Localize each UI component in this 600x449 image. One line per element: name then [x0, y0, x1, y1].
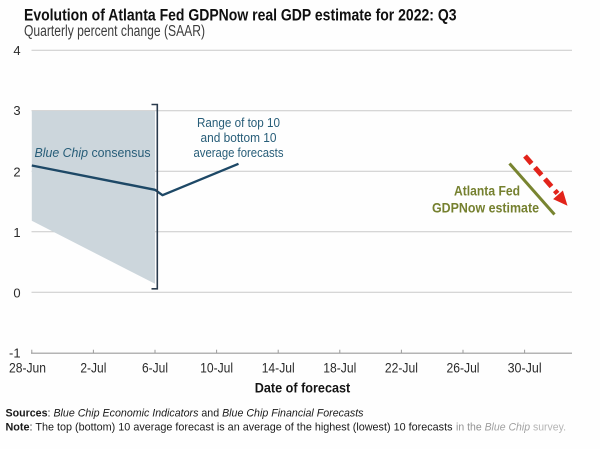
- svg-text:10-Jul: 10-Jul: [200, 360, 233, 376]
- svg-text:3: 3: [13, 103, 20, 118]
- svg-text:GDPNow estimate: GDPNow estimate: [432, 201, 539, 216]
- svg-text:Evolution of Atlanta Fed GDPNo: Evolution of Atlanta Fed GDPNow real GDP…: [24, 6, 457, 25]
- svg-text:in the Blue Chip survey.: in the Blue Chip survey.: [456, 422, 566, 434]
- svg-text:2: 2: [13, 165, 20, 180]
- svg-text:Sources: Blue Chip Economic In: Sources: Blue Chip Economic Indicators a…: [6, 408, 364, 420]
- svg-text:Atlanta Fed: Atlanta Fed: [454, 184, 520, 199]
- svg-text:Note: The top (bottom) 10 aver: Note: The top (bottom) 10 average foreca…: [6, 422, 453, 434]
- svg-text:1: 1: [13, 225, 20, 240]
- svg-text:30-Jul: 30-Jul: [508, 360, 542, 376]
- svg-text:14-Jul: 14-Jul: [262, 360, 295, 376]
- svg-text:22-Jul: 22-Jul: [385, 360, 418, 376]
- svg-text:6-Jul: 6-Jul: [142, 360, 168, 376]
- svg-text:and bottom 10: and bottom 10: [201, 130, 277, 145]
- svg-text:Quarterly percent change (SAAR: Quarterly percent change (SAAR): [24, 23, 205, 40]
- svg-text:average forecasts: average forecasts: [194, 145, 284, 160]
- svg-text:2-Jul: 2-Jul: [80, 360, 106, 376]
- svg-text:0: 0: [13, 286, 20, 301]
- svg-text:28-Jun: 28-Jun: [9, 360, 46, 376]
- svg-text:-1: -1: [9, 346, 21, 361]
- svg-text:Date of forecast: Date of forecast: [255, 380, 351, 396]
- svg-text:4: 4: [13, 43, 20, 58]
- svg-text:Blue Chip consensus: Blue Chip consensus: [35, 145, 151, 160]
- svg-text:18-Jul: 18-Jul: [323, 360, 356, 376]
- svg-text:Range of top 10: Range of top 10: [197, 115, 280, 130]
- svg-text:26-Jul: 26-Jul: [447, 360, 480, 376]
